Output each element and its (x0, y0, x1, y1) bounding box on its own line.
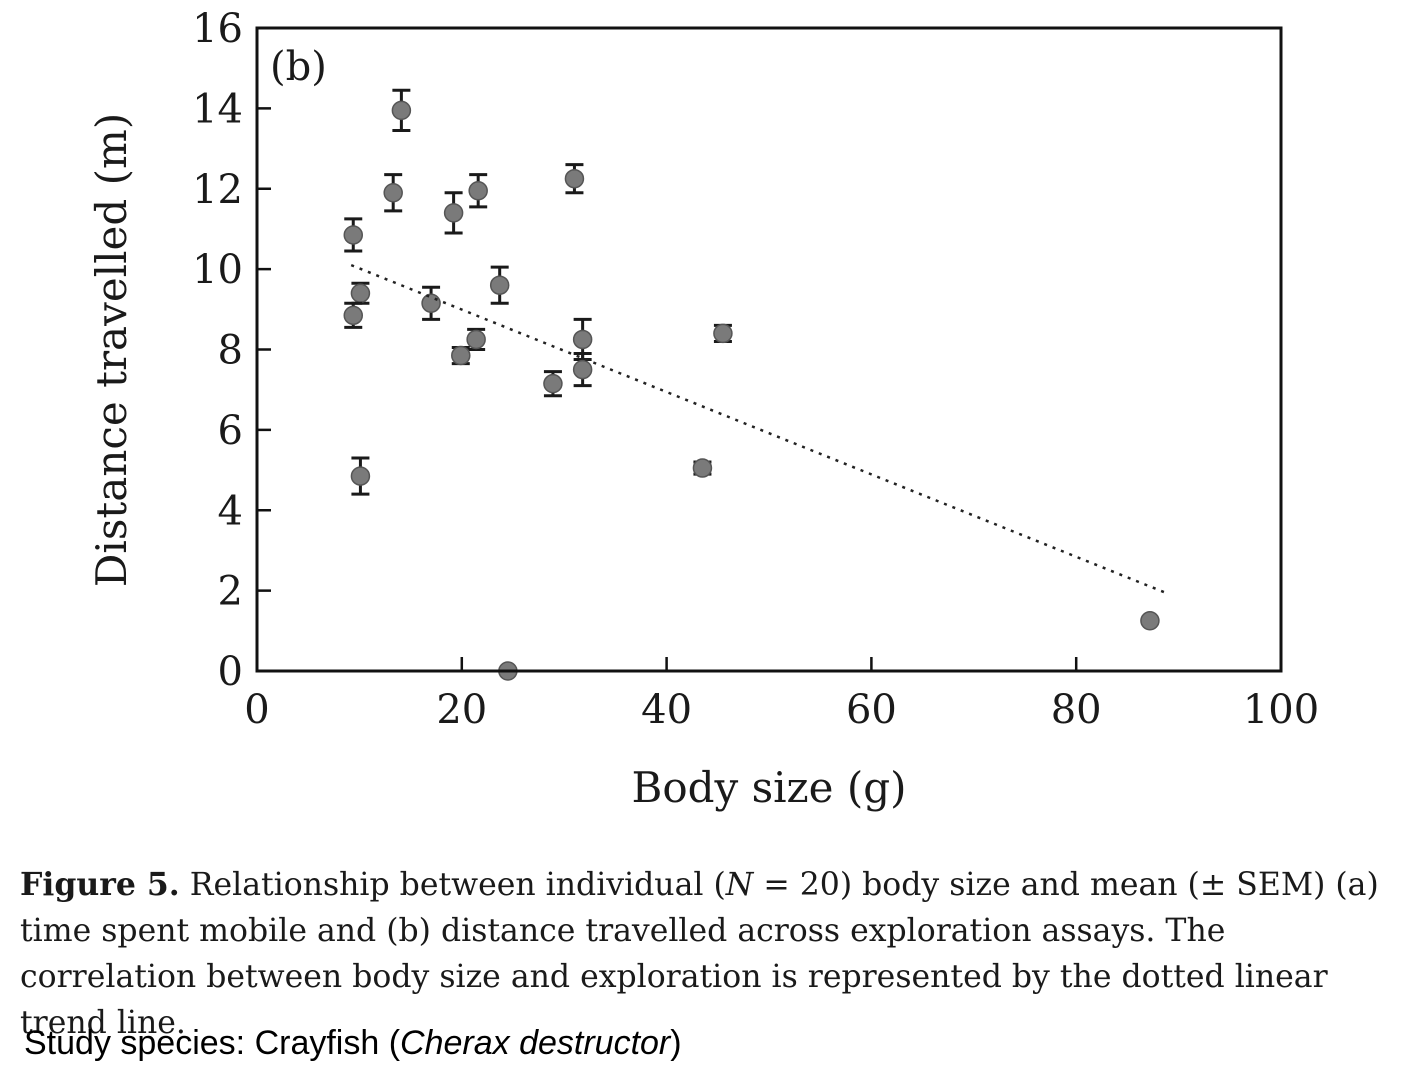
data-point (421, 293, 441, 314)
figure-caption-text-2: = 20) body size and mean (± SEM) (a) tim… (20, 867, 1379, 1041)
data-point (543, 373, 563, 394)
data-point (572, 359, 593, 380)
data-point (466, 329, 486, 350)
data-point (489, 275, 510, 295)
x-tick-label: 20 (436, 687, 487, 733)
x-tick-label: 0 (244, 687, 269, 733)
data-point (713, 323, 733, 344)
x-tick-label: 100 (1243, 687, 1319, 733)
study-species-note: Study species: Crayfish (Cherax destruct… (24, 1024, 682, 1063)
x-tick-label: 40 (641, 687, 692, 733)
data-point (343, 225, 364, 245)
y-tick-label: 14 (192, 86, 243, 132)
panel-label: (b) (270, 44, 327, 90)
scatter-chart: 0 20 40 60 80 100 0 2 4 6 8 10 12 14 16 (b) Body size… (87, 6, 1319, 812)
y-tick-label: 4 (218, 488, 243, 534)
y-tick-label: 12 (192, 167, 243, 213)
data-point (350, 466, 371, 486)
data-point (383, 183, 403, 203)
y-tick-label: 10 (192, 247, 243, 293)
y-tick-label: 2 (218, 569, 243, 615)
y-axis-title: Distance travelled (m) (87, 113, 136, 588)
species-prefix: Study species: Crayfish ( (24, 1024, 401, 1062)
x-tick-label: 80 (1051, 687, 1102, 733)
species-suffix: ) (670, 1024, 682, 1062)
data-point (350, 283, 371, 303)
data-point (468, 181, 488, 201)
data-point (391, 100, 412, 121)
data-point (564, 168, 585, 189)
figure-caption-text-1: Relationship between individual ( (179, 867, 726, 903)
data-point (343, 305, 364, 326)
y-axis-ticks: 0 2 4 6 8 10 12 14 16 (192, 6, 271, 695)
plot-frame (255, 26, 1283, 673)
figure-caption-n-symbol: N (725, 867, 754, 903)
data-point (1140, 611, 1160, 631)
x-axis-ticks: 0 20 40 60 80 100 (244, 657, 1319, 733)
y-tick-label: 0 (218, 649, 243, 695)
y-tick-label: 6 (218, 408, 243, 454)
trend-line (350, 263, 1166, 594)
data-point (451, 345, 471, 366)
species-latin-name: Cherax destructor (400, 1024, 671, 1062)
figure-caption: Figure 5. Relationship between individua… (20, 862, 1400, 1046)
figure-caption-label: Figure 5. (20, 866, 180, 903)
data-point (572, 329, 593, 350)
x-axis-title: Body size (g) (631, 763, 906, 812)
y-tick-label: 8 (218, 328, 243, 374)
data-point (443, 203, 464, 223)
data-point (692, 458, 713, 478)
y-tick-label: 16 (192, 6, 243, 52)
x-tick-label: 60 (846, 687, 897, 733)
chart-marks (343, 88, 1160, 681)
